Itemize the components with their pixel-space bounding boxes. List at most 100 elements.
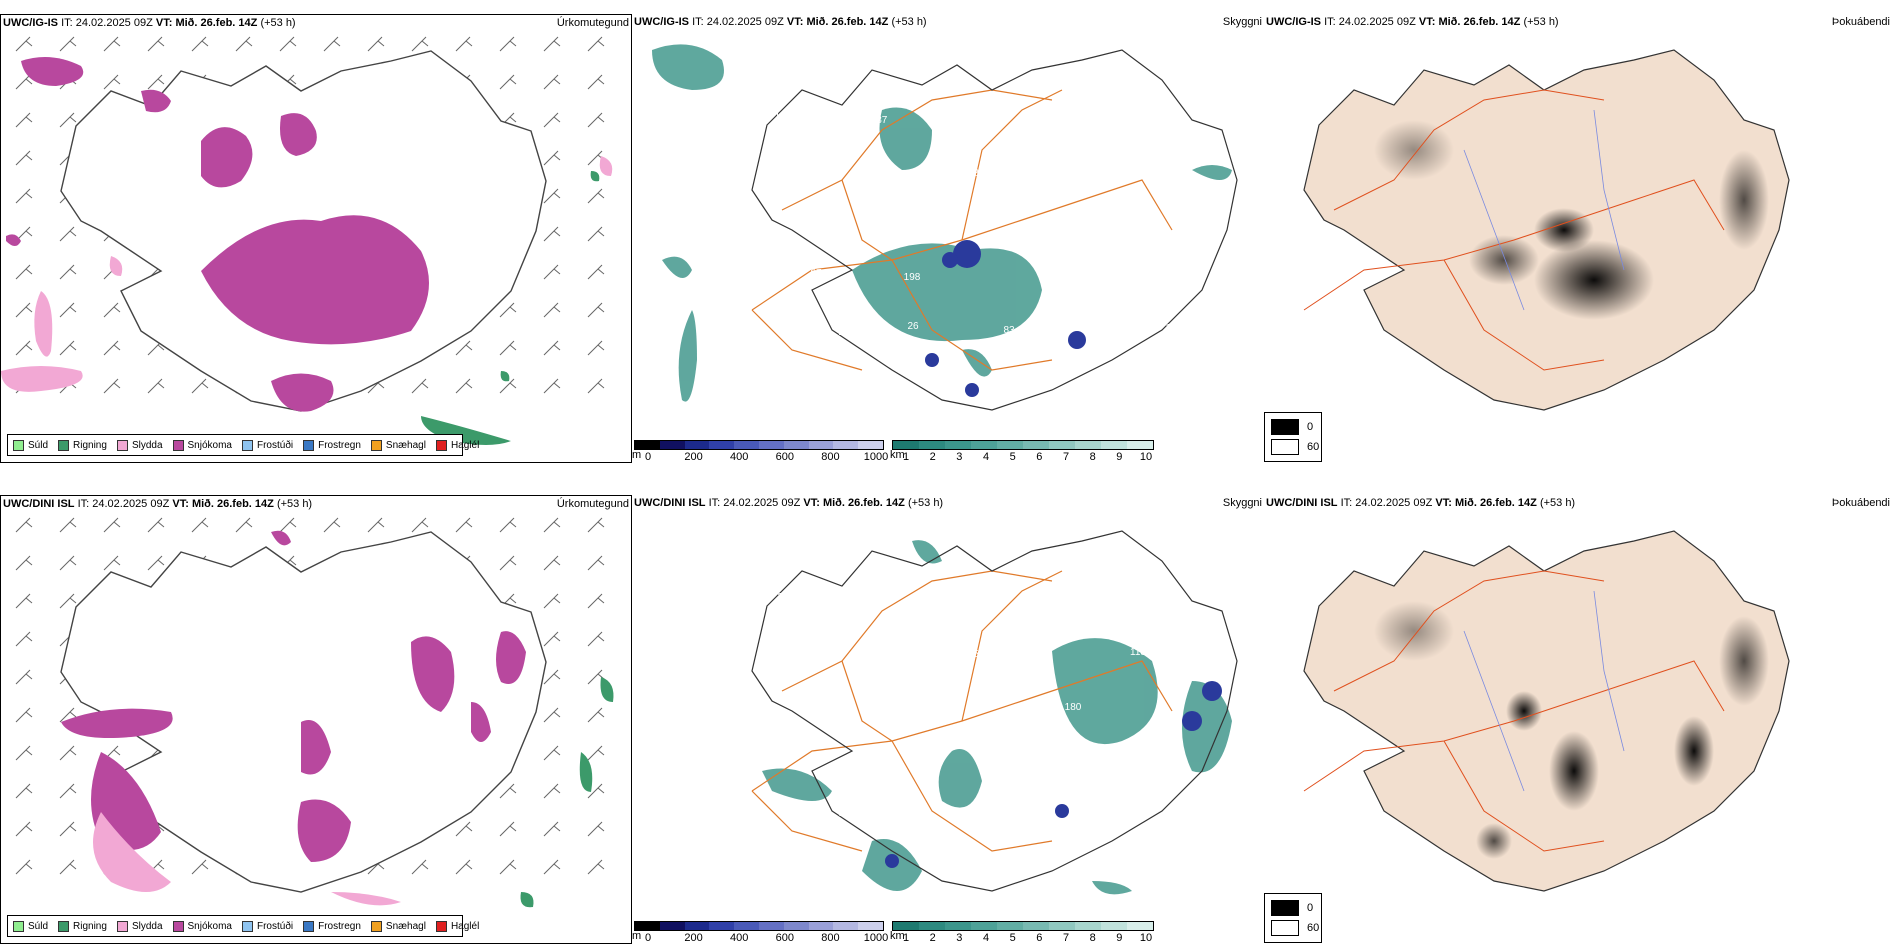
wind-barb bbox=[103, 340, 121, 356]
wind-barb bbox=[543, 821, 561, 837]
ceiling-ticks: 0 200 400 600 800 1000 bbox=[634, 931, 888, 944]
ceiling-label: 26 bbox=[907, 321, 919, 332]
it-label: IT: bbox=[1340, 497, 1353, 509]
fog-rivers bbox=[1463, 109, 1625, 311]
iceland-outline bbox=[751, 530, 1238, 892]
wind-barb bbox=[103, 378, 121, 394]
colorbar-segment bbox=[893, 441, 919, 449]
legend-swatch bbox=[116, 439, 128, 451]
panel-title: Úrkomutegund bbox=[556, 498, 629, 510]
precip-map bbox=[1, 36, 613, 445]
wind-barb bbox=[59, 112, 77, 128]
wind-barb bbox=[543, 555, 561, 571]
colorbar-segment bbox=[858, 441, 883, 449]
precip-map bbox=[15, 517, 614, 908]
wind-barb bbox=[411, 859, 429, 875]
legend-label: Frostúði bbox=[256, 920, 294, 932]
colorbar-segment bbox=[734, 441, 759, 449]
colorbar-tick: 0 bbox=[644, 451, 652, 463]
wind-barb bbox=[59, 555, 77, 571]
vt-label: VT: bbox=[1435, 497, 1452, 509]
fog-blobs bbox=[1374, 601, 1769, 859]
legend-swatch bbox=[370, 439, 382, 451]
it-value: 24.02.2025 09Z bbox=[1338, 16, 1416, 28]
wind-barb bbox=[15, 669, 33, 685]
legend-label: Snæhagl bbox=[385, 439, 426, 451]
wind-barb bbox=[543, 74, 561, 90]
legend-item: Rigning bbox=[58, 920, 107, 932]
legend-label: Rigning bbox=[73, 439, 107, 451]
ceiling-label: 41 bbox=[874, 645, 886, 656]
lead-time: (+53 h) bbox=[260, 17, 296, 29]
colorbar-tick: 9 bbox=[1116, 451, 1123, 463]
wind-barb bbox=[147, 517, 165, 533]
wind-barb bbox=[499, 821, 517, 837]
visibility-ticks: 1 2 3 4 5 6 7 8 9 10 bbox=[892, 450, 1154, 463]
legend-label: Frostregn bbox=[318, 920, 361, 932]
legend-label: Rigning bbox=[73, 920, 107, 932]
fog-index-panel: UWC/DINI ISL IT: 24.02.2025 09Z VT: Mið.… bbox=[1264, 495, 1900, 944]
legend-swatch bbox=[172, 920, 184, 932]
colorbar-tick: 8 bbox=[1089, 932, 1096, 944]
wind-barb bbox=[59, 593, 77, 609]
ceiling-label: 81 bbox=[971, 217, 983, 228]
ceiling-unit: m bbox=[632, 930, 642, 942]
wind-barb bbox=[543, 112, 561, 128]
colorbar-segment bbox=[758, 922, 784, 930]
legend-swatch bbox=[241, 920, 253, 932]
model-name: UWC/DINI ISL bbox=[1266, 497, 1338, 509]
wind-barb bbox=[587, 378, 605, 394]
legend-label: Súld bbox=[28, 920, 49, 932]
wind-barb bbox=[15, 36, 33, 52]
wind-barb bbox=[543, 264, 561, 280]
wind-barb bbox=[587, 340, 605, 356]
colorbar-segment bbox=[997, 922, 1023, 930]
wind-barb bbox=[103, 74, 121, 90]
ceiling-label: 103 bbox=[872, 164, 889, 175]
panel-title: Úrkomutegund bbox=[556, 17, 629, 29]
legend-item: Snjókoma bbox=[172, 439, 232, 451]
legend-item: Rigning bbox=[58, 439, 107, 451]
ceiling-areas bbox=[885, 681, 1222, 868]
colorbar-segment bbox=[919, 441, 945, 449]
colorbar-tick: 200 bbox=[684, 932, 703, 944]
ceiling-label: 28 bbox=[777, 592, 789, 603]
ceiling-label: 83 bbox=[1003, 325, 1015, 336]
visibility-unit: km bbox=[890, 930, 905, 942]
ceiling-label: 133 bbox=[904, 753, 921, 764]
legend-item: Snæhagl bbox=[370, 920, 426, 932]
sleet-areas bbox=[93, 812, 401, 906]
colorbar-tick: 3 bbox=[956, 932, 963, 944]
colorbar-tick: 800 bbox=[821, 451, 840, 463]
legend-item: Slydda bbox=[116, 439, 163, 451]
wind-barb bbox=[235, 517, 253, 533]
vt-label: VT: bbox=[803, 497, 820, 509]
ceiling-label: 77 bbox=[1003, 806, 1015, 817]
wind-barb bbox=[59, 340, 77, 356]
legend-item: Frostúði bbox=[241, 439, 293, 451]
ceiling-label: 327 bbox=[1098, 859, 1115, 870]
colorbar-tick: 5 bbox=[1009, 451, 1016, 463]
wind-barb bbox=[543, 378, 561, 394]
wind-barb bbox=[587, 555, 605, 571]
fog-key-label: 60 bbox=[1307, 441, 1320, 453]
it-value: 24.02.2025 09Z bbox=[723, 497, 801, 509]
legend-label: Haglél bbox=[450, 920, 480, 932]
wind-barb bbox=[543, 707, 561, 723]
colorbar-segment bbox=[971, 922, 997, 930]
visibility-map: 737 587 587 81 334 298 295 878 923 50 198 83 92 170 10… bbox=[652, 44, 1238, 411]
wind-barb bbox=[543, 859, 561, 875]
ceiling-colorbar-strip bbox=[634, 440, 884, 450]
legend-label: Slydda bbox=[131, 439, 163, 451]
wind-barb bbox=[587, 112, 605, 128]
wind-barb bbox=[323, 517, 341, 533]
ceiling-label: 295 bbox=[936, 380, 953, 391]
it-value: 24.02.2025 09Z bbox=[1355, 497, 1433, 509]
fog-map bbox=[1303, 49, 1790, 411]
colorbar-segment bbox=[971, 441, 997, 449]
rain-areas bbox=[520, 677, 614, 908]
vt-value: Mið. 26.feb. 14Z bbox=[191, 498, 274, 510]
wind-barb bbox=[587, 36, 605, 52]
wind-barb bbox=[543, 150, 561, 166]
colorbar-segment bbox=[659, 922, 685, 930]
